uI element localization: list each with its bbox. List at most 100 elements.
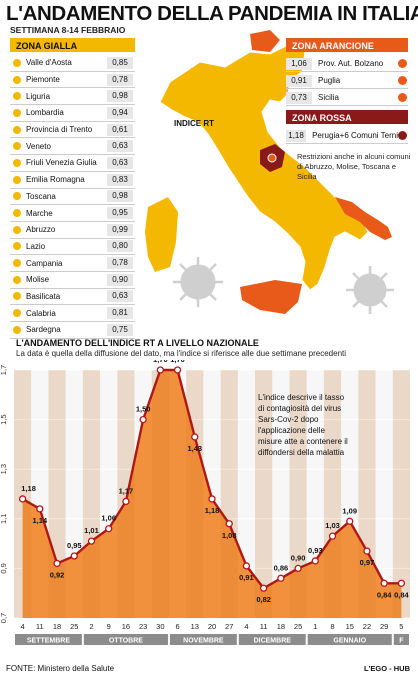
month-band (169, 634, 237, 645)
x-tick-label: 9 (107, 622, 111, 631)
data-label: 0,84 (394, 590, 409, 599)
y-tick-label: 1,5 (0, 414, 8, 424)
italy-map (145, 30, 394, 314)
x-tick-label: 15 (346, 622, 354, 631)
region-name: Sicilia (318, 93, 339, 102)
week-label: SETTIMANA 8-14 FEBBRAIO (10, 25, 126, 35)
region-row: 0,73 Sicilia (286, 90, 408, 106)
yellow-dot-icon (13, 209, 21, 218)
area-stripe (48, 370, 66, 618)
y-tick-label: 1,3 (0, 464, 8, 474)
month-label: DICEMBRE (254, 638, 292, 645)
region-rt-value: 1,18 (286, 129, 307, 142)
region-rt-value: 0,90 (107, 273, 133, 286)
region-rt-value: 0,95 (107, 207, 133, 220)
data-point (18, 495, 27, 503)
region-name: Prov. Aut. Bolzano (318, 59, 384, 68)
x-tick-label: 2 (89, 622, 93, 631)
month-band (307, 634, 392, 645)
y-tick-label: 0,9 (0, 563, 8, 573)
data-point (208, 495, 216, 503)
x-tick-label: 13 (191, 622, 199, 631)
data-label: 0,82 (256, 595, 271, 604)
region-rt-value: 0,80 (107, 240, 133, 253)
area-stripe (323, 370, 342, 618)
data-point (225, 520, 233, 528)
zone-dot-icon (398, 131, 407, 140)
month-band (393, 634, 409, 645)
area-stripe (392, 370, 410, 618)
data-point (260, 584, 268, 592)
data-label: 1,17 (119, 486, 134, 495)
region-row: Piemonte 0,78 (10, 72, 135, 89)
region-name: Lazio (26, 241, 46, 251)
virus-decoration-right (346, 266, 394, 314)
data-label: 1,70 (153, 360, 168, 364)
yellow-dot-icon (13, 192, 21, 201)
x-tick-label: 6 (175, 622, 179, 631)
chart-note-line: misure atte a contenere il (258, 437, 348, 446)
month-label: GENNAIO (333, 638, 366, 645)
data-label: 1,06 (101, 514, 116, 523)
region-name: Toscana (26, 191, 56, 201)
region-row: Marche 0,95 (10, 205, 135, 222)
data-point (397, 579, 406, 587)
y-tick-label: 1,1 (0, 514, 8, 524)
region-rt-value: 0,85 (107, 56, 133, 69)
region-row: Valle d'Aosta 0,85 (10, 55, 135, 72)
x-tick-label: 20 (208, 622, 216, 631)
month-label: SETTEMBRE (27, 638, 71, 645)
yellow-dot-icon (13, 242, 21, 251)
yellow-dot-icon (13, 108, 21, 117)
region-name: Abruzzo (26, 225, 56, 235)
region-rt-value: 0,81 (107, 307, 133, 320)
region-row: Friuli Venezia Giulia 0,63 (10, 155, 135, 172)
brand-label: L'EGO - HUB (364, 664, 410, 673)
region-name: Veneto (26, 141, 51, 151)
region-name: Campania (26, 258, 63, 268)
region-row: Abruzzo 0,99 (10, 222, 135, 239)
map-sardinia (145, 197, 178, 272)
chart-note-line: l'applicazione delle (258, 426, 325, 435)
data-label: 1,70 (170, 360, 185, 364)
x-axis-band (14, 620, 410, 632)
data-label: 0,90 (291, 553, 306, 562)
virus-decoration-left (173, 257, 223, 307)
column-stripe (272, 370, 290, 618)
x-tick-label: 25 (294, 622, 302, 631)
region-name: Piemonte (26, 75, 60, 85)
zone-dot-icon (398, 76, 407, 85)
data-point (156, 366, 164, 374)
data-point (105, 525, 113, 533)
region-row: 0,91 Puglia (286, 73, 408, 89)
map-puglia (335, 197, 392, 240)
restrictions-note: Restrizioni anche in alcuni comuni di Ab… (297, 152, 411, 181)
yellow-dot-icon (13, 225, 21, 234)
zone-dot-icon (398, 93, 407, 102)
map-bolzano (250, 30, 280, 52)
region-row: Toscana 0,98 (10, 189, 135, 206)
yellow-dot-icon (13, 309, 21, 318)
map-indice-label: INDICE RT (174, 119, 214, 128)
data-label: 1,09 (342, 506, 357, 515)
yellow-dot-icon (13, 142, 21, 151)
data-point (311, 557, 319, 565)
data-point (363, 547, 371, 555)
x-tick-label: 4 (21, 622, 25, 631)
data-point (122, 497, 130, 506)
yellow-dot-icon (13, 58, 21, 67)
region-row: Lombardia 0,94 (10, 105, 135, 122)
data-label: 1,43 (187, 444, 202, 453)
area-stripe (117, 370, 135, 618)
column-stripe (255, 370, 273, 618)
data-point (191, 433, 199, 441)
x-tick-label: 8 (330, 622, 334, 631)
data-label: 0,92 (50, 570, 65, 579)
region-rt-value: 0,75 (107, 323, 133, 336)
data-label: 0,91 (239, 573, 254, 582)
region-row: 1,06 Prov. Aut. Bolzano (286, 56, 408, 72)
area-stripe (358, 370, 376, 618)
data-point (87, 537, 96, 545)
x-tick-label: 18 (277, 622, 285, 631)
data-point (294, 564, 302, 573)
